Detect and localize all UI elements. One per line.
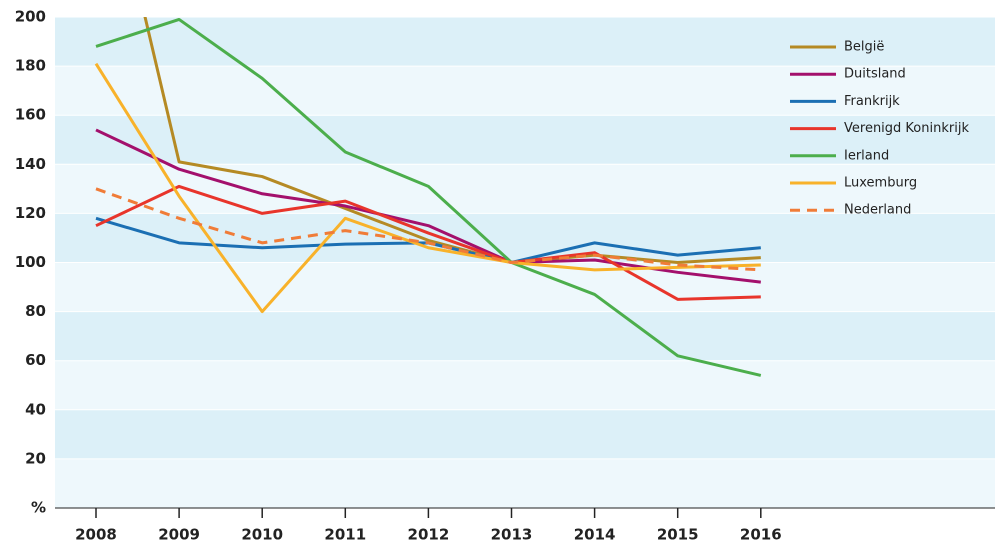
y-tick-label: 160 bbox=[15, 106, 46, 124]
x-tick-label: 2014 bbox=[574, 526, 616, 544]
y-tick-label: 40 bbox=[25, 400, 46, 418]
y-tick-label: 180 bbox=[15, 57, 46, 75]
legend-label: Frankrijk bbox=[844, 94, 900, 109]
band bbox=[55, 115, 995, 165]
x-tick-label: 2012 bbox=[408, 526, 450, 544]
series-line bbox=[95, 17, 762, 377]
legend-label: Nederland bbox=[844, 203, 911, 218]
series-line bbox=[95, 184, 761, 301]
x-tick-label: 2013 bbox=[491, 526, 533, 544]
band bbox=[55, 409, 995, 459]
plot-lines bbox=[94, 17, 762, 377]
legend-label: Ierland bbox=[844, 148, 889, 163]
band bbox=[55, 213, 995, 263]
y-tick-label: 200 bbox=[15, 8, 46, 26]
y-tick-label: 80 bbox=[25, 302, 46, 320]
y-tick-label: 140 bbox=[15, 155, 46, 173]
legend-label: Luxemburg bbox=[844, 176, 917, 191]
legend-label: Duitsland bbox=[844, 67, 906, 82]
y-tick-label: 60 bbox=[25, 351, 46, 369]
series-line bbox=[143, 17, 761, 264]
x-tick-label: 2009 bbox=[158, 526, 200, 544]
x-tick-label: 2015 bbox=[657, 526, 699, 544]
band bbox=[55, 311, 995, 361]
series-line bbox=[94, 62, 761, 314]
x-tick-label: 2011 bbox=[324, 526, 366, 544]
legend-label: Verenigd Koninkrijk bbox=[844, 121, 969, 136]
y-tick-label: 100 bbox=[15, 253, 46, 271]
y-tick-label: 120 bbox=[15, 204, 46, 222]
series-line bbox=[95, 187, 761, 272]
y-tick-label: 20 bbox=[25, 449, 46, 467]
x-tick-label: 2010 bbox=[241, 526, 283, 544]
legend-label: België bbox=[844, 40, 884, 55]
x-tick-label: 2016 bbox=[740, 526, 782, 544]
y-tick-label: % bbox=[31, 499, 46, 517]
x-tick-label: 2008 bbox=[75, 526, 117, 544]
